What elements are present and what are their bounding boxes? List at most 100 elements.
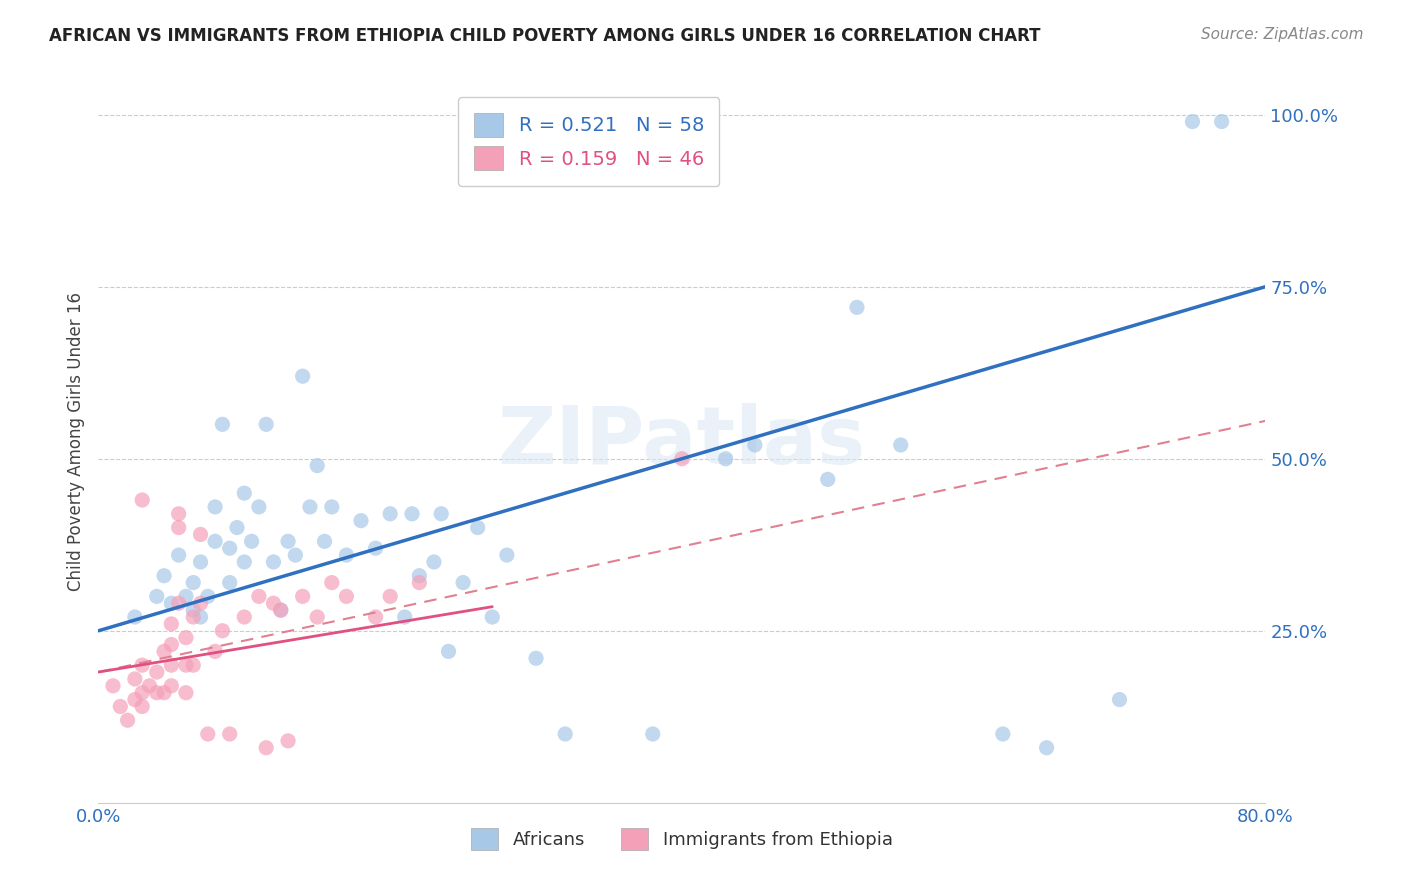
Point (408, 568, 430, 582)
Point (218, 575, 240, 590)
Point (211, 624, 233, 638)
Point (160, 616, 183, 631)
Point (496, 548, 519, 562)
Point (131, 493, 153, 508)
Point (247, 500, 270, 514)
Point (817, 472, 839, 486)
Point (160, 596, 183, 610)
Point (190, 610, 212, 624)
Point (380, 590, 402, 604)
Legend: Africans, Immigrants from Ethiopia: Africans, Immigrants from Ethiopia (463, 819, 901, 859)
Point (153, 644, 176, 658)
Point (298, 500, 321, 514)
Point (641, 727, 664, 741)
Point (181, 575, 204, 590)
Y-axis label: Child Poverty Among Girls Under 16: Child Poverty Among Girls Under 16 (66, 292, 84, 591)
Point (1181, 114, 1204, 128)
Point (153, 568, 176, 582)
Point (321, 500, 343, 514)
Point (335, 590, 357, 604)
Point (321, 575, 343, 590)
Point (1211, 114, 1233, 128)
Point (262, 596, 284, 610)
Point (554, 727, 576, 741)
Point (124, 610, 146, 624)
Point (167, 520, 190, 534)
Point (204, 500, 226, 514)
Point (218, 541, 240, 556)
Point (226, 520, 249, 534)
Point (117, 713, 139, 727)
Point (110, 699, 132, 714)
Point (1035, 740, 1057, 755)
Point (1108, 692, 1130, 706)
Point (314, 534, 336, 549)
Point (211, 417, 233, 432)
Point (124, 672, 146, 686)
Point (991, 727, 1014, 741)
Point (335, 548, 357, 562)
Point (167, 596, 190, 610)
Point (284, 548, 307, 562)
Point (190, 555, 212, 569)
Point (181, 658, 204, 673)
Point (277, 534, 299, 549)
Point (307, 458, 329, 473)
Point (423, 555, 446, 569)
Point (846, 301, 869, 315)
Text: ZIPatlas: ZIPatlas (498, 402, 866, 481)
Point (160, 658, 183, 673)
Point (430, 507, 453, 521)
Point (124, 692, 146, 706)
Point (524, 651, 547, 665)
Point (138, 679, 160, 693)
Point (174, 658, 197, 673)
Point (190, 527, 212, 541)
Point (233, 486, 256, 500)
Point (380, 507, 402, 521)
Point (291, 369, 314, 384)
Point (270, 603, 292, 617)
Point (167, 548, 190, 562)
Point (101, 679, 124, 693)
Point (131, 686, 153, 700)
Point (146, 686, 169, 700)
Point (160, 638, 183, 652)
Point (204, 534, 226, 549)
Point (254, 417, 277, 432)
Point (671, 451, 693, 466)
Point (190, 596, 212, 610)
Point (408, 575, 430, 590)
Point (364, 610, 387, 624)
Point (160, 679, 183, 693)
Point (364, 541, 387, 556)
Point (153, 686, 176, 700)
Point (401, 507, 423, 521)
Point (481, 610, 503, 624)
Point (350, 514, 373, 528)
Point (262, 555, 284, 569)
Point (204, 644, 226, 658)
Point (181, 603, 204, 617)
Point (744, 438, 766, 452)
Point (394, 610, 416, 624)
Point (233, 610, 256, 624)
Point (131, 658, 153, 673)
Point (131, 699, 153, 714)
Point (146, 665, 169, 679)
Point (254, 740, 277, 755)
Point (277, 734, 299, 748)
Point (247, 590, 270, 604)
Point (890, 438, 912, 452)
Point (291, 590, 314, 604)
Point (307, 610, 329, 624)
Text: AFRICAN VS IMMIGRANTS FROM ETHIOPIA CHILD POVERTY AMONG GIRLS UNDER 16 CORRELATI: AFRICAN VS IMMIGRANTS FROM ETHIOPIA CHIL… (49, 27, 1040, 45)
Point (174, 631, 197, 645)
Point (197, 590, 219, 604)
Point (233, 555, 256, 569)
Point (467, 520, 489, 534)
Point (146, 590, 169, 604)
Point (437, 644, 460, 658)
Point (174, 590, 197, 604)
Point (174, 686, 197, 700)
